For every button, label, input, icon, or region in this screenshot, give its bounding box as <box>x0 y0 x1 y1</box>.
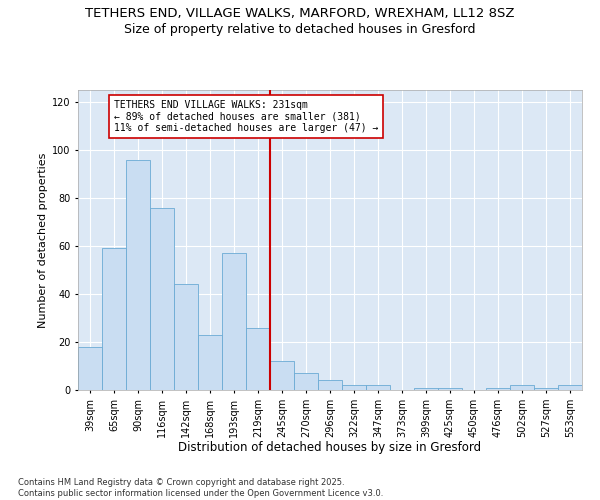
Bar <box>414 388 438 390</box>
Bar <box>366 385 390 390</box>
Text: Contains HM Land Registry data © Crown copyright and database right 2025.
Contai: Contains HM Land Registry data © Crown c… <box>18 478 383 498</box>
Bar <box>174 284 198 390</box>
Bar <box>486 388 510 390</box>
Y-axis label: Number of detached properties: Number of detached properties <box>38 152 47 328</box>
Bar <box>126 160 150 390</box>
Bar <box>438 388 462 390</box>
Bar <box>150 208 174 390</box>
Bar <box>510 385 534 390</box>
Bar <box>294 373 318 390</box>
Bar <box>270 361 294 390</box>
Bar <box>78 347 102 390</box>
Bar <box>198 335 222 390</box>
Bar <box>222 253 246 390</box>
Bar <box>318 380 342 390</box>
Text: Size of property relative to detached houses in Gresford: Size of property relative to detached ho… <box>124 22 476 36</box>
Bar <box>246 328 270 390</box>
X-axis label: Distribution of detached houses by size in Gresford: Distribution of detached houses by size … <box>178 442 482 454</box>
Text: TETHERS END VILLAGE WALKS: 231sqm
← 89% of detached houses are smaller (381)
11%: TETHERS END VILLAGE WALKS: 231sqm ← 89% … <box>114 100 379 133</box>
Bar <box>102 248 126 390</box>
Bar <box>558 385 582 390</box>
Text: TETHERS END, VILLAGE WALKS, MARFORD, WREXHAM, LL12 8SZ: TETHERS END, VILLAGE WALKS, MARFORD, WRE… <box>85 8 515 20</box>
Bar <box>534 388 558 390</box>
Bar <box>342 385 366 390</box>
